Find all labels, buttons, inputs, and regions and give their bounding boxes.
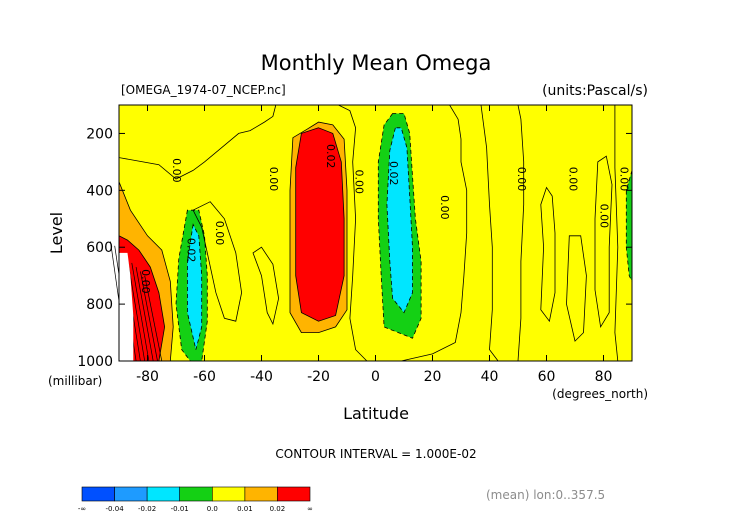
x-axis-label: Latitude [343, 404, 409, 423]
y-tick-label-3: 800 [86, 297, 113, 313]
contour-line-10 [377, 113, 422, 339]
colorbar-swatch-2 [146, 486, 181, 502]
contour-region-11 [626, 170, 632, 282]
colorbar-label-3: -0.01 [171, 505, 189, 513]
x-tick-label-1: -60 [193, 369, 216, 385]
contour-region-5 [540, 187, 555, 322]
contour-label-2: 0.02 [184, 238, 197, 263]
contour-interval-text: CONTOUR INTERVAL = 1.000E-02 [275, 447, 476, 461]
colorbar-swatch-3 [179, 486, 213, 502]
contour-region-2 [253, 247, 279, 324]
y-tick-label-4: 1000 [77, 354, 113, 370]
mean-note: (mean) lon:0..357.5 [486, 488, 605, 502]
contour-line-2 [252, 246, 280, 326]
contour-line-9 [175, 209, 208, 362]
contour-line-6 [566, 235, 587, 342]
contour-region-7 [595, 156, 612, 327]
x-tick-label-2: -40 [250, 369, 273, 385]
colorbar-label-6: 0.02 [270, 505, 286, 513]
x-tick-label-6: 40 [481, 369, 499, 385]
x-tick-label-7: 60 [538, 369, 556, 385]
colorbar-label-1: -0.04 [106, 505, 125, 513]
contour-label-7: 0.02 [387, 161, 400, 186]
colorbar-swatch-5 [244, 486, 278, 502]
y-axis-label: Level [47, 212, 66, 254]
contour-labels: 0.00 0.00 0.02 0.00 0.00 0.02 0.00 0.02 0.00 0.00… [139, 144, 631, 294]
x-tick-label-3: -20 [307, 369, 330, 385]
colorbar-label-4: 0.0 [207, 505, 218, 513]
dense-contour-line-6 [135, 267, 154, 362]
dense-contour-line-7 [140, 271, 158, 362]
colorbar-label-7: ∞ [307, 505, 313, 513]
x-axis: -80 -60 -40 -20 0 20 40 60 80 [136, 105, 612, 385]
contour-line-0 [118, 104, 277, 180]
plot-area: 0.00 0.00 0.02 0.00 0.00 0.02 0.00 0.02 0.00 0.00… [110, 104, 633, 362]
contour-line-5 [540, 186, 556, 323]
contour-region-1 [193, 201, 242, 322]
y-tick-label-1: 400 [86, 183, 113, 199]
y-axis: 200 400 600 800 1000 [77, 126, 632, 370]
missing-data-mask [119, 252, 134, 361]
contour-region-8 [614, 105, 632, 361]
contour-line-3 [338, 104, 468, 362]
contour-region-4 [481, 105, 524, 361]
x-tick-label-5: 20 [424, 369, 442, 385]
contour-region-13 [386, 127, 413, 313]
dense-contour-line-8 [144, 275, 163, 362]
x-tick-label-0: -80 [136, 369, 159, 385]
contour-label-4: 0.00 [267, 167, 280, 192]
dense-contour-line-5 [131, 262, 150, 362]
contour-label-6: 0.00 [353, 170, 366, 195]
contour-label-0: 0.00 [170, 158, 183, 183]
colorbar-swatch-6 [277, 486, 311, 502]
contour-label-8: 0.00 [438, 195, 451, 220]
contour-region-17 [295, 127, 345, 322]
x-unit-label: (degrees_north) [552, 387, 648, 401]
colorbar-swatch-0 [81, 486, 115, 502]
y-unit-label: (millibar) [48, 374, 102, 388]
contour-label-5: 0.02 [324, 144, 337, 169]
units-label: (units:Pascal/s) [542, 83, 648, 99]
contour-region-12 [187, 224, 202, 350]
colorbar-label-0: -∞ [78, 505, 86, 513]
contour-label-12: 0.00 [618, 167, 631, 192]
contour-line-17 [295, 127, 345, 322]
y-tick-label-0: 200 [86, 126, 113, 142]
contour-regions [119, 105, 632, 361]
colorbar: -∞ -0.04 -0.02 -0.01 0.0 0.01 0.02 ∞ [78, 486, 313, 513]
contour-line-15 [289, 121, 348, 334]
contour-label-9: 0.00 [515, 167, 528, 192]
colorbar-label-2: -0.02 [138, 505, 156, 513]
contour-line-11 [625, 170, 633, 282]
contour-label-1: 0.00 [139, 269, 152, 294]
contour-region-6 [566, 235, 587, 342]
y-tick-label-2: 600 [86, 240, 113, 256]
contour-line-12 [186, 223, 203, 350]
contour-line-13 [386, 127, 413, 314]
contour-region-0 [119, 105, 276, 179]
colorbar-swatch-4 [212, 486, 246, 502]
contour-label-10: 0.00 [566, 167, 579, 192]
colorbar-swatch-1 [114, 486, 148, 502]
x-tick-label-8: 80 [595, 369, 613, 385]
contour-line-7 [594, 155, 613, 329]
colorbar-label-5: 0.01 [237, 505, 253, 513]
x-tick-label-4: 0 [371, 369, 380, 385]
chart-title: Monthly Mean Omega [261, 51, 492, 75]
contour-label-11: 0.00 [598, 204, 611, 229]
contour-label-3: 0.00 [213, 221, 226, 246]
file-label: [OMEGA_1974-07_NCEP.nc] [121, 83, 286, 97]
